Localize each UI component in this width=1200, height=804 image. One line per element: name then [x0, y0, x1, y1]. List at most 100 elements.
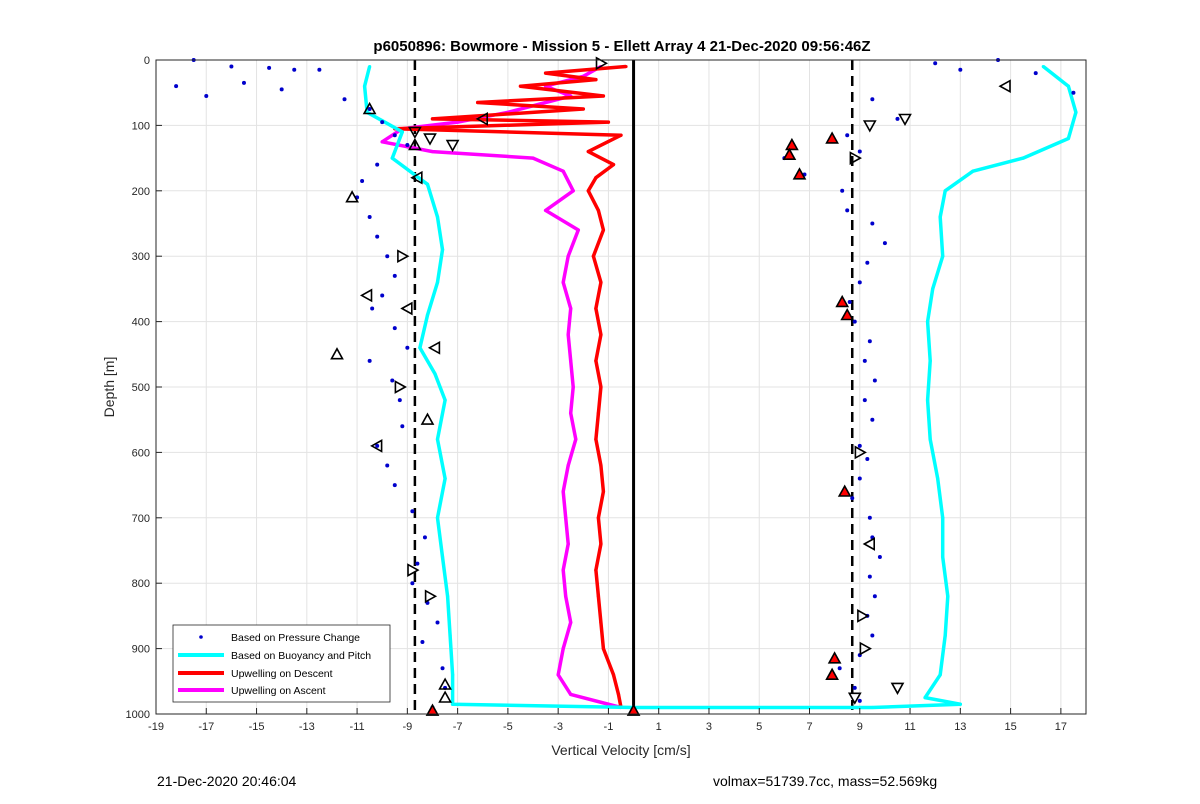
y-tick-label: 500	[132, 382, 150, 394]
legend: Based on Pressure Change Based on Buoyan…	[172, 624, 391, 703]
data-point-pressure	[857, 443, 862, 448]
data-point-buoyancy	[443, 476, 447, 481]
data-point-pressure	[845, 208, 850, 213]
data-point-descent	[581, 107, 585, 111]
marker-triangle-left	[998, 79, 1011, 94]
data-point-ascent	[574, 437, 578, 441]
x-tick-label: -13	[299, 721, 315, 733]
data-point-ascent	[561, 568, 565, 572]
data-point-buoyancy	[936, 476, 940, 481]
data-point-buoyancy	[435, 516, 440, 520]
marker-triangle-right	[854, 445, 867, 460]
data-point-pressure	[895, 116, 900, 121]
data-point-pressure	[852, 685, 857, 690]
marker-triangle-right	[394, 380, 407, 394]
data-point-ascent	[571, 385, 575, 389]
data-point-buoyancy	[926, 398, 930, 402]
data-point-pressure	[241, 80, 246, 85]
marker-triangle-up	[438, 677, 452, 690]
data-point-descent	[601, 94, 606, 98]
y-axis-ticks: 0 100 200 300 400 500 600 700 800 900 1000	[126, 55, 162, 721]
data-point-buoyancy	[450, 673, 455, 677]
data-point-pressure	[380, 120, 385, 125]
marker-triangle-left	[862, 537, 876, 551]
y-tick-label: 400	[132, 317, 150, 329]
data-point-buoyancy	[445, 594, 450, 598]
data-point-pressure	[279, 87, 284, 92]
data-point-pressure	[400, 424, 405, 429]
marker-triangle-down	[445, 139, 460, 153]
data-point-pressure	[862, 358, 867, 363]
data-point-descent	[594, 568, 598, 572]
data-point-pressure	[397, 398, 402, 403]
data-point-buoyancy	[943, 633, 947, 638]
data-point-pressure	[857, 149, 862, 154]
data-point-descent	[599, 333, 603, 337]
data-point-descent	[594, 359, 598, 363]
data-point-pressure	[375, 443, 380, 448]
data-point-pressure	[392, 483, 397, 488]
marker-triangle-up	[362, 101, 377, 115]
data-point-pressure	[229, 64, 234, 69]
data-point-buoyancy	[363, 84, 367, 88]
data-point-descent	[594, 306, 598, 311]
data-point-buoyancy	[870, 705, 874, 710]
data-point-buoyancy	[946, 594, 950, 598]
data-point-buoyancy	[1041, 64, 1045, 69]
marker-triangle-red	[425, 703, 440, 716]
data-point-descent	[599, 463, 603, 468]
y-tick-label: 700	[132, 513, 150, 525]
data-point-pressure	[375, 234, 380, 239]
data-point-pressure	[877, 555, 882, 560]
data-point-pressure	[958, 67, 963, 72]
y-tick-label: 800	[132, 578, 150, 590]
data-point-buoyancy	[1021, 156, 1025, 160]
data-point-buoyancy	[928, 359, 932, 363]
data-point-descent	[586, 149, 590, 154]
data-point-pressure	[174, 84, 179, 89]
footer-timestamp: 21-Dec-2020 20:46:04	[157, 773, 297, 789]
data-point-pressure	[862, 398, 867, 403]
data-point-pressure	[882, 241, 887, 246]
x-tick-label: 3	[706, 721, 712, 733]
chart-title: p6050896: Bowmore - Mission 5 - Ellett A…	[373, 38, 870, 55]
data-point-buoyancy	[435, 215, 440, 219]
data-point-pressure	[870, 417, 875, 422]
data-point-buoyancy	[943, 189, 947, 193]
data-point-pressure	[870, 221, 875, 226]
data-point-descent	[594, 176, 598, 180]
marker-triangle-right	[407, 563, 420, 577]
data-point-buoyancy	[938, 215, 942, 219]
marker-triangle-red	[782, 147, 797, 160]
data-point-descent	[611, 163, 616, 167]
legend-label-ascent: Upwelling on Ascent	[231, 685, 326, 697]
data-point-buoyancy	[440, 555, 445, 559]
data-point-buoyancy	[941, 516, 945, 520]
data-point-buoyancy	[923, 696, 927, 700]
data-point-pressure	[360, 178, 365, 183]
data-point-pressure	[857, 280, 862, 285]
data-point-pressure	[852, 319, 857, 324]
y-tick-label: 0	[144, 55, 150, 67]
marker-triangle-down	[408, 126, 422, 140]
data-point-descent	[594, 437, 598, 441]
data-point-ascent	[561, 169, 565, 173]
legend-label-descent: Upwelling on Descent	[231, 668, 333, 680]
data-point-ascent	[561, 280, 565, 284]
data-point-pressure	[872, 594, 877, 599]
data-point-pressure	[865, 260, 870, 265]
data-point-descent	[596, 208, 600, 213]
data-point-ascent	[569, 359, 573, 363]
x-tick-label: -7	[453, 721, 463, 733]
data-point-ascent	[569, 306, 573, 311]
marker-triangle-down	[890, 682, 905, 695]
x-tick-label: -5	[503, 721, 513, 733]
data-point-buoyancy	[443, 398, 447, 402]
data-point-buoyancy	[418, 346, 422, 350]
data-point-buoyancy	[1066, 84, 1071, 88]
data-point-buoyancy	[938, 673, 942, 677]
x-tick-label: -3	[553, 721, 563, 733]
data-point-descent	[586, 189, 590, 193]
x-tick-label: -19	[148, 721, 164, 733]
